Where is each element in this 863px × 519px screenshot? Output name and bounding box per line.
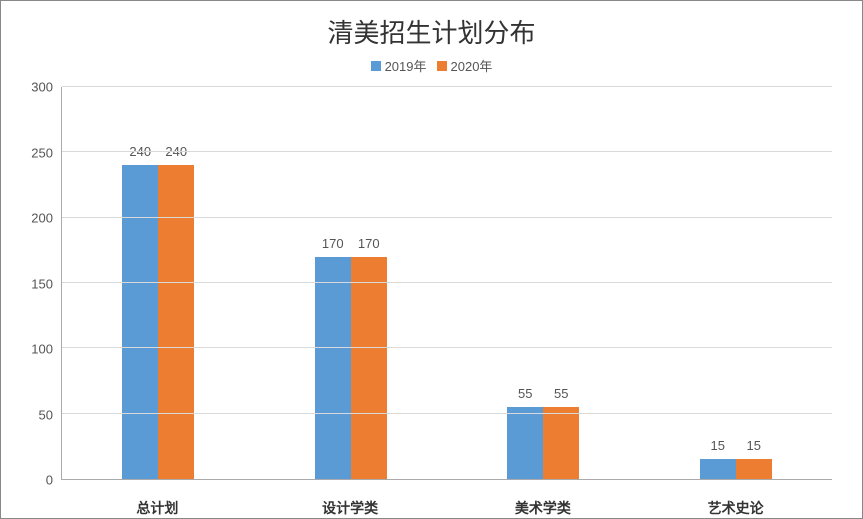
bar: 55 <box>543 407 579 479</box>
x-axis: 总计划设计学类美术学类艺术史论 <box>61 490 862 518</box>
bar: 15 <box>736 459 772 479</box>
bar-group: 240240 <box>122 87 194 479</box>
category-slot: 240240 <box>62 87 255 479</box>
legend-item-2020: 2020年 <box>437 56 493 75</box>
gridline <box>62 347 832 348</box>
gridline <box>62 413 832 414</box>
legend-label-2020: 2020年 <box>451 56 493 75</box>
legend-label-2019: 2019年 <box>385 56 427 75</box>
category-slot: 5555 <box>447 87 640 479</box>
legend-item-2019: 2019年 <box>371 56 427 75</box>
bar-value-label: 170 <box>322 236 344 251</box>
legend: 2019年 2020年 <box>1 56 862 75</box>
x-tick-label: 总计划 <box>61 490 254 518</box>
y-tick-label: 0 <box>46 473 53 488</box>
category-slot: 170170 <box>255 87 448 479</box>
legend-swatch-2019 <box>371 61 381 71</box>
bar: 170 <box>315 257 351 479</box>
plot-area: 24024017017055551515 <box>61 87 832 480</box>
y-tick-label: 200 <box>31 211 53 226</box>
category-slot: 1515 <box>640 87 833 479</box>
gridline <box>62 86 832 87</box>
legend-swatch-2020 <box>437 61 447 71</box>
chart-title: 清美招生计划分布 <box>1 13 862 50</box>
chart-container: 清美招生计划分布 2019年 2020年 050100150200250300 … <box>0 0 863 519</box>
plot-wrap: 050100150200250300 24024017017055551515 <box>1 87 862 490</box>
gridline <box>62 217 832 218</box>
y-axis: 050100150200250300 <box>11 87 61 480</box>
bar: 55 <box>507 407 543 479</box>
bar: 240 <box>122 165 158 479</box>
bar-value-label: 55 <box>518 386 532 401</box>
x-tick-label: 艺术史论 <box>639 490 832 518</box>
x-tick-label: 设计学类 <box>254 490 447 518</box>
bar-value-label: 55 <box>554 386 568 401</box>
bar: 15 <box>700 459 736 479</box>
bar-value-label: 15 <box>747 438 761 453</box>
y-tick-label: 150 <box>31 276 53 291</box>
gridline <box>62 151 832 152</box>
y-tick-label: 100 <box>31 342 53 357</box>
bar-value-label: 170 <box>358 236 380 251</box>
bar: 240 <box>158 165 194 479</box>
y-tick-label: 250 <box>31 145 53 160</box>
bar-group: 1515 <box>700 87 772 479</box>
bars-layer: 24024017017055551515 <box>62 87 832 479</box>
bar-group: 5555 <box>507 87 579 479</box>
bar-value-label: 15 <box>711 438 725 453</box>
y-tick-label: 300 <box>31 80 53 95</box>
y-tick-label: 50 <box>39 407 53 422</box>
x-tick-label: 美术学类 <box>447 490 640 518</box>
gridline <box>62 282 832 283</box>
bar-group: 170170 <box>315 87 387 479</box>
bar: 170 <box>351 257 387 479</box>
